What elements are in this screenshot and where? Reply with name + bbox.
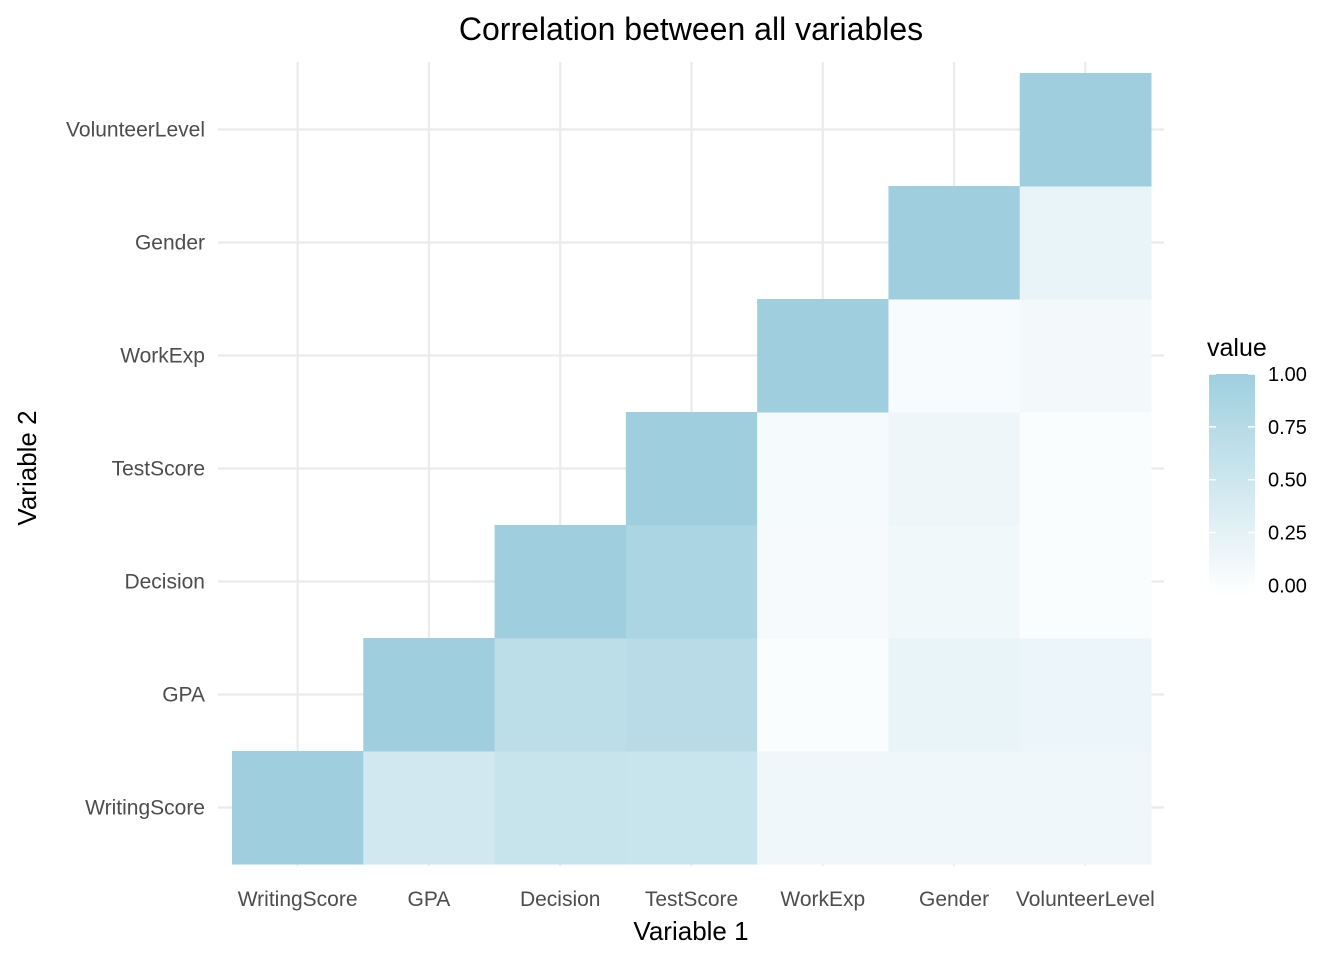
x-tick-label: Decision [520,888,601,911]
y-tick-label: Decision [124,571,205,594]
heatmap-cell-gpa-writingscore [363,751,496,865]
x-tick-label: WorkExp [780,888,865,911]
heatmap-cell-workexp-writingscore [757,751,889,865]
x-tick-labels: WritingScore GPA Decision TestScore WorkExp G… [238,888,1155,911]
y-tick-label: TestScore [112,458,205,481]
heatmap-cell-testscore-writingscore [625,751,758,865]
heatmap-cell-gender-gender [888,186,1021,300]
heatmap-cell-decision-writingscore [494,751,627,865]
heatmap-cell-volunteerlevel-gpa [1019,638,1152,752]
x-tick-label: GPA [408,888,451,911]
heatmap-cell-volunteerlevel-writingscore [1019,751,1152,865]
legend-tick-label: 1.00 [1268,364,1307,386]
heatmap-cell-workexp-testscore [757,412,889,526]
heatmap-cell-decision-decision [494,525,627,639]
legend: value 1.00 0.75 0.50 0.25 0.00 [1207,334,1307,597]
x-tick-label: VolunteerLevel [1016,888,1155,911]
legend-colorbar [1209,374,1255,596]
heatmap-cell-gender-testscore [888,412,1021,526]
heatmap-cell-decision-gpa [494,638,627,752]
y-tick-label: WritingScore [85,797,205,820]
chart-title: Correlation between all variables [459,11,923,47]
heatmap-cell-gpa-gpa [363,638,496,752]
heatmap-cell-gender-gpa [888,638,1021,752]
heatmap-cell-volunteerlevel-testscore [1019,412,1152,526]
x-tick-label: Gender [919,888,989,911]
x-tick-label: WritingScore [238,888,358,911]
legend-tick-label: 0.00 [1268,575,1307,597]
x-axis-title: Variable 1 [633,916,748,946]
heatmap-cell-gender-writingscore [888,751,1021,865]
legend-tick-label: 0.75 [1268,417,1307,439]
heatmap-cell-testscore-decision [625,525,758,639]
heatmap-cells [232,73,1152,865]
heatmap-cell-gender-decision [888,525,1021,639]
heatmap-cell-gender-workexp [888,299,1021,413]
legend-title: value [1207,334,1267,362]
heatmap-cell-volunteerlevel-gender [1019,186,1152,300]
heatmap-cell-workexp-gpa [757,638,889,752]
heatmap-cell-workexp-decision [757,525,889,639]
legend-tick-label: 0.50 [1268,470,1307,492]
legend-ticks: 1.00 0.75 0.50 0.25 0.00 [1209,364,1307,597]
y-tick-labels: WritingScore GPA Decision TestScore WorkExp G… [66,119,205,820]
x-tick-label: TestScore [645,888,738,911]
heatmap-cell-writingscore-writingscore [232,751,364,865]
y-tick-label: VolunteerLevel [66,119,205,142]
y-tick-label: Gender [135,232,205,255]
legend-tick-label: 0.25 [1268,523,1307,545]
heatmap-cell-volunteerlevel-volunteerlevel [1019,73,1152,187]
heatmap-cell-testscore-gpa [625,638,758,752]
y-axis-title: Variable 2 [12,410,42,525]
y-tick-label: WorkExp [120,345,205,368]
heatmap-cell-volunteerlevel-decision [1019,525,1152,639]
heatmap-cell-volunteerlevel-workexp [1019,299,1152,413]
y-tick-label: GPA [162,684,205,707]
heatmap-cell-testscore-testscore [625,412,758,526]
heatmap-cell-workexp-workexp [757,299,889,413]
